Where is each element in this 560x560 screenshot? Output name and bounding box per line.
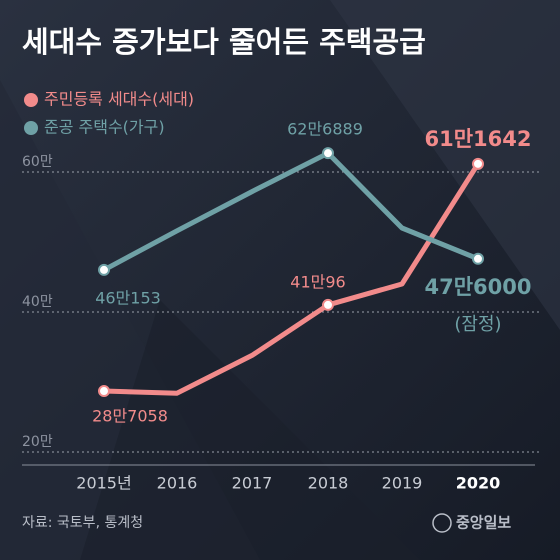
x-tick-label: 2016 <box>157 474 198 493</box>
x-tick-label: 2015년 <box>76 474 131 493</box>
data-label: 62만6889 <box>287 120 363 139</box>
legend-swatch <box>24 121 38 135</box>
x-tick-label: 2018 <box>308 474 349 493</box>
legend-label: 준공 주택수(가구) <box>44 118 165 137</box>
source: 자료: 국토부, 통계청 <box>22 515 143 531</box>
series-line <box>102 150 479 273</box>
logo-icon <box>432 513 452 533</box>
y-tick-label: 60만 <box>22 154 53 170</box>
point-marker <box>322 298 334 311</box>
x-tick-label: 2019 <box>382 474 423 493</box>
point-marker <box>98 263 110 276</box>
data-label: 47만6000 <box>425 275 532 299</box>
chart-title: 세대수 증가보다 줄어든 주택공급 <box>22 25 426 59</box>
series-line <box>103 162 481 396</box>
logo: 중앙일보 <box>456 514 511 532</box>
point-marker <box>472 157 484 170</box>
point-marker <box>322 147 334 160</box>
point-marker <box>98 385 110 398</box>
data-label: 46만153 <box>95 288 161 307</box>
x-tick-label: 2017 <box>232 474 273 493</box>
bg-shape <box>330 0 560 330</box>
annotation: (잠정) <box>454 314 501 335</box>
data-label: 41만96 <box>290 272 345 291</box>
point-marker <box>472 252 484 265</box>
legend-label: 주민등록 세대수(세대) <box>44 90 194 109</box>
legend-swatch <box>24 93 38 107</box>
bg-shape <box>80 300 420 560</box>
x-tick-label: 2020 <box>456 474 501 493</box>
data-label: 61만1642 <box>425 127 532 151</box>
y-tick-label: 20만 <box>22 434 53 450</box>
data-label: 28만7058 <box>92 407 168 426</box>
y-tick-label: 40만 <box>22 294 53 310</box>
